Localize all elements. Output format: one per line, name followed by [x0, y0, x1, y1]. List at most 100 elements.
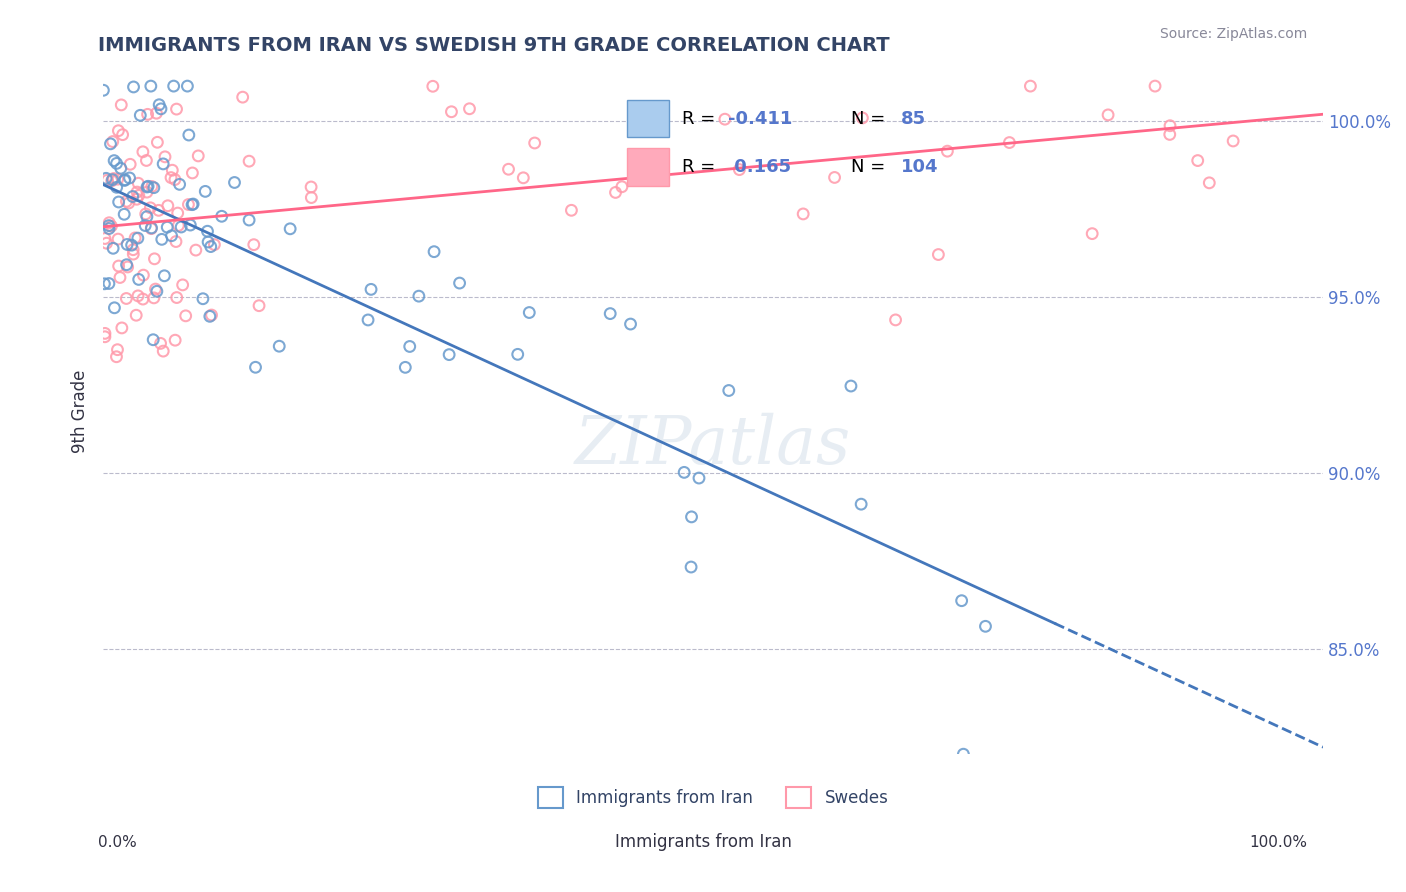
- Point: [198, 310, 221, 324]
- Point: [269, 339, 291, 353]
- Point: [299, 190, 322, 204]
- Point: [851, 111, 873, 125]
- Point: [135, 207, 157, 221]
- Point: [506, 347, 529, 361]
- Point: [792, 207, 814, 221]
- Point: [153, 268, 176, 283]
- Point: [100, 136, 122, 151]
- Point: [936, 144, 959, 158]
- Point: [714, 112, 737, 127]
- Point: [146, 136, 169, 150]
- Point: [156, 220, 179, 235]
- Point: [394, 360, 416, 375]
- Point: [105, 156, 128, 170]
- Point: [107, 343, 129, 357]
- Point: [101, 172, 124, 186]
- Point: [166, 206, 188, 220]
- Point: [278, 222, 301, 236]
- Point: [437, 348, 460, 362]
- Point: [408, 289, 430, 303]
- Text: ZIPatlas: ZIPatlas: [575, 413, 851, 478]
- Point: [181, 166, 204, 180]
- Point: [101, 241, 124, 255]
- Point: [127, 176, 149, 190]
- Point: [128, 188, 150, 202]
- Point: [148, 203, 170, 218]
- Point: [200, 239, 222, 253]
- Point: [111, 321, 134, 335]
- Text: 100.0%: 100.0%: [1250, 836, 1308, 850]
- Point: [139, 79, 162, 94]
- Point: [94, 330, 117, 344]
- Point: [163, 172, 186, 186]
- Point: [197, 235, 219, 249]
- Point: [124, 231, 146, 245]
- Point: [1144, 79, 1167, 94]
- Point: [728, 162, 751, 177]
- Text: 85: 85: [901, 111, 927, 128]
- Point: [118, 196, 141, 211]
- Point: [100, 174, 122, 188]
- Point: [184, 243, 207, 257]
- Point: [115, 258, 138, 272]
- Point: [141, 221, 163, 235]
- Point: [176, 79, 198, 94]
- Point: [177, 128, 200, 142]
- Point: [599, 307, 621, 321]
- Point: [1159, 128, 1181, 142]
- Point: [127, 289, 149, 303]
- Point: [136, 180, 159, 194]
- Point: [94, 231, 117, 245]
- Point: [128, 272, 150, 286]
- Point: [96, 236, 118, 251]
- Point: [94, 326, 117, 341]
- Point: [423, 244, 446, 259]
- Point: [121, 189, 143, 203]
- Text: 0.165: 0.165: [728, 159, 792, 177]
- Point: [360, 282, 382, 296]
- Point: [610, 179, 633, 194]
- Point: [681, 509, 703, 524]
- Point: [122, 79, 145, 94]
- Point: [120, 157, 142, 171]
- Point: [143, 252, 166, 266]
- Point: [115, 292, 138, 306]
- Point: [148, 97, 170, 112]
- Point: [1097, 108, 1119, 122]
- Point: [115, 194, 138, 209]
- Legend: Immigrants from Iran, Swedes: Immigrants from Iran, Swedes: [531, 780, 896, 814]
- Point: [105, 350, 128, 364]
- Point: [974, 619, 997, 633]
- Point: [245, 360, 267, 375]
- Point: [150, 232, 173, 246]
- Point: [202, 237, 225, 252]
- Text: Immigrants from Iran: Immigrants from Iran: [614, 833, 792, 851]
- Point: [136, 179, 159, 194]
- Point: [122, 247, 145, 261]
- Point: [107, 194, 129, 209]
- Y-axis label: 9th Grade: 9th Grade: [72, 369, 89, 453]
- Point: [884, 313, 907, 327]
- Point: [152, 344, 174, 359]
- Point: [96, 173, 118, 187]
- Point: [952, 747, 974, 762]
- Point: [142, 180, 165, 194]
- Point: [517, 305, 540, 319]
- Point: [197, 224, 219, 238]
- Point: [132, 268, 155, 282]
- Point: [824, 170, 846, 185]
- Point: [673, 466, 696, 480]
- Point: [156, 199, 179, 213]
- Point: [107, 124, 129, 138]
- Point: [440, 104, 463, 119]
- Point: [125, 192, 148, 206]
- Point: [132, 145, 155, 159]
- Point: [200, 308, 222, 322]
- Point: [152, 157, 174, 171]
- Point: [97, 219, 120, 233]
- Point: [146, 285, 169, 299]
- Point: [107, 232, 129, 246]
- Point: [129, 108, 152, 122]
- Point: [103, 171, 125, 186]
- Point: [839, 379, 862, 393]
